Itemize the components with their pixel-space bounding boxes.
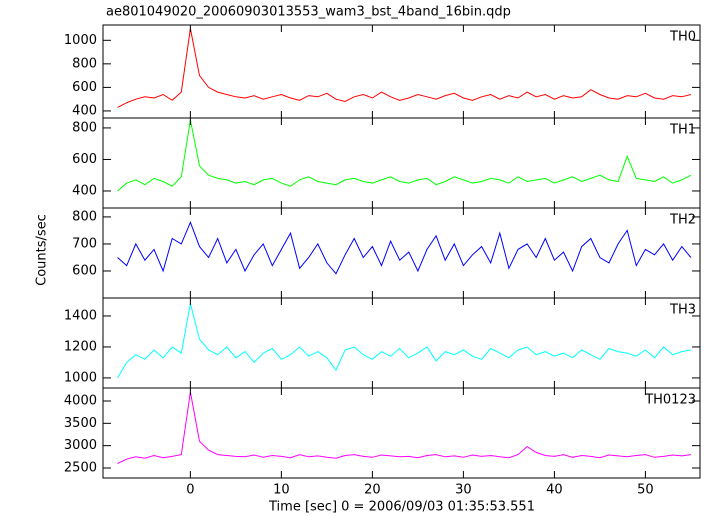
y-tick-label: 400: [72, 183, 97, 198]
panel-label: TH1: [669, 123, 696, 138]
panel-frame: [102, 207, 701, 299]
light-curve: [117, 28, 692, 108]
x-tick-label: 40: [546, 483, 563, 498]
y-tick-label: 3000: [64, 438, 97, 453]
panel-label: TH0: [669, 30, 696, 45]
y-tick-label: 4000: [64, 393, 97, 408]
y-tick-label: 600: [72, 152, 97, 167]
x-axis-label: Time [sec] 0 = 2006/09/03 01:35:53.551: [268, 500, 535, 515]
y-tick-label: 400: [72, 103, 97, 118]
y-tick-label: 3500: [64, 416, 97, 431]
y-tick-label: 800: [72, 120, 97, 135]
x-tick-label: 30: [455, 483, 472, 498]
panel-frame: [102, 387, 701, 479]
x-tick-label: 10: [273, 483, 290, 498]
light-curve: [117, 303, 691, 379]
chart-title: ae801049020_20060903013553_wam3_bst_4ban…: [106, 5, 511, 20]
y-tick-label: 1000: [64, 33, 97, 48]
panel-label: TH0123: [644, 393, 696, 408]
x-tick-label: 0: [186, 483, 194, 498]
panel-label: TH3: [669, 303, 696, 318]
y-tick-label: 1400: [64, 308, 97, 323]
light-curve: [117, 220, 692, 275]
y-tick-label: 800: [72, 56, 97, 71]
y-tick-label: 600: [72, 80, 97, 95]
light-curve: [117, 392, 691, 464]
y-axis-label: Counts/sec: [35, 214, 50, 286]
x-tick-label: 20: [364, 483, 381, 498]
y-tick-label: 800: [72, 209, 97, 224]
y-tick-label: 2500: [64, 460, 97, 475]
panel-label: TH2: [669, 213, 696, 228]
y-tick-label: 1200: [64, 339, 97, 354]
y-tick-label: 600: [72, 263, 97, 278]
light-curve: [117, 119, 692, 192]
y-tick-label: 1000: [64, 370, 97, 385]
x-tick-label: 50: [637, 483, 654, 498]
y-tick-label: 700: [72, 236, 97, 251]
